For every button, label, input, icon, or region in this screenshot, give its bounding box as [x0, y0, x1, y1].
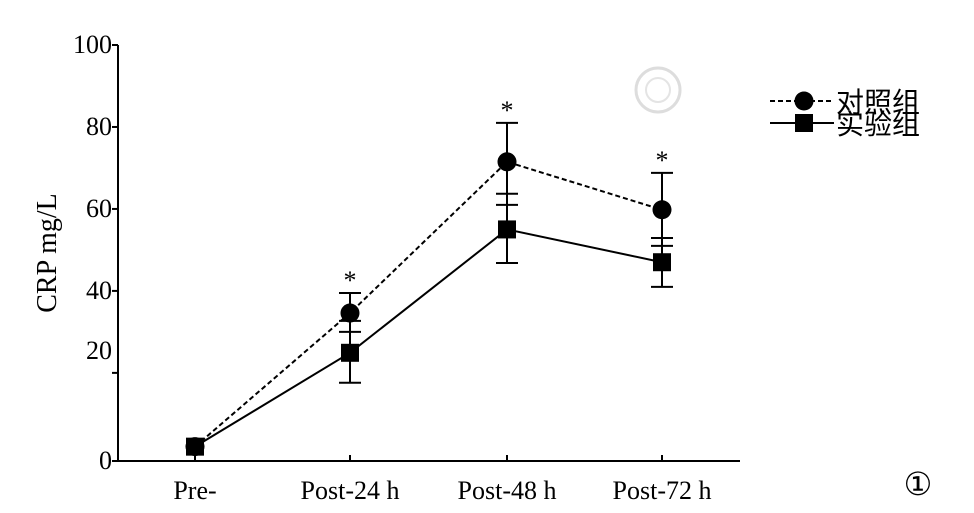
legend-marker-square — [795, 114, 813, 132]
legend-label: 实验组 — [836, 109, 920, 141]
y-tick-label: 60 — [86, 194, 112, 223]
y-tick-label: 40 — [86, 276, 112, 305]
significance-star: * — [656, 146, 669, 175]
data-point-circle — [497, 152, 517, 172]
x-tick-label: Post-72 h — [613, 476, 712, 505]
data-point-square — [498, 220, 516, 239]
legend-marker-circle — [794, 91, 814, 111]
y-tick-label: 20 — [86, 336, 112, 365]
significance-star: * — [344, 266, 357, 295]
y-tick-label: 0 — [99, 446, 112, 475]
data-point-circle — [652, 200, 672, 220]
figure-number-label: ① — [904, 466, 933, 502]
series-line-1 — [194, 228, 663, 448]
data-point-square — [186, 437, 204, 456]
series-line-0 — [194, 160, 663, 448]
x-tick-label: Pre- — [173, 476, 216, 505]
data-point-square — [341, 343, 359, 362]
data-point-square — [653, 253, 671, 272]
watermark-seal-inner-icon — [645, 77, 671, 103]
y-tick-label: 100 — [73, 30, 112, 59]
watermark-seal-icon — [634, 66, 682, 114]
y-axis-label: CRP mg/L — [32, 193, 63, 313]
x-tick-label: Post-24 h — [301, 476, 400, 505]
significance-star: * — [501, 96, 514, 125]
y-tick-label: 80 — [86, 112, 112, 141]
x-tick-label: Post-48 h — [458, 476, 557, 505]
legend-label: 对照组 — [836, 87, 920, 119]
data-point-circle — [340, 303, 360, 323]
